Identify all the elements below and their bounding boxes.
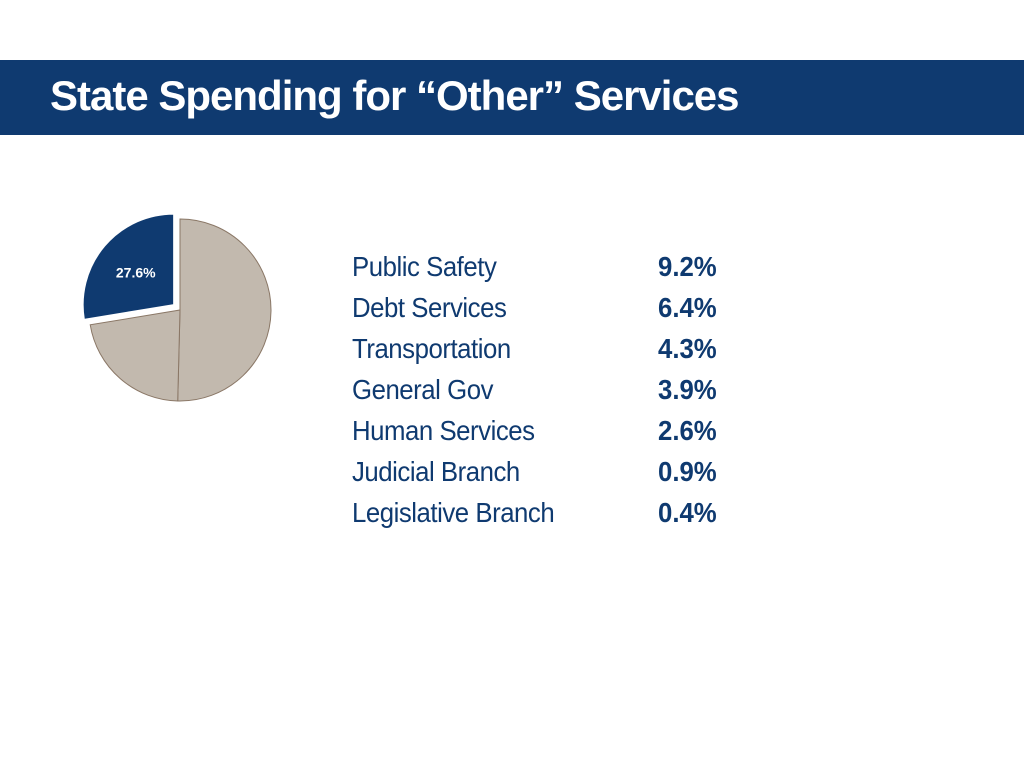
- legend-row: Human Services 2.6%: [352, 412, 752, 453]
- legend-name: Debt Services: [352, 292, 507, 323]
- pie-chart-svg: 27.6%: [82, 213, 272, 402]
- legend-value: 0.9%: [658, 456, 717, 487]
- pie-chart: 27.6%: [60, 195, 300, 435]
- legend-row: Debt Services 6.4%: [352, 289, 752, 330]
- pie-slice: [177, 218, 272, 402]
- legend-row: Transportation 4.3%: [352, 330, 752, 371]
- legend-name: Public Safety: [352, 251, 497, 282]
- legend-name: Human Services: [352, 415, 535, 446]
- legend-value: 3.9%: [658, 374, 717, 405]
- title-bar: State Spending for “Other” Services: [0, 60, 1024, 135]
- legend-name: Judicial Branch: [352, 456, 520, 487]
- legend-value: 2.6%: [658, 415, 717, 446]
- legend-row: Legislative Branch 0.4%: [352, 494, 752, 535]
- legend-name: Transportation: [352, 333, 511, 364]
- legend-value: 0.4%: [658, 497, 717, 528]
- legend-name: Legislative Branch: [352, 497, 555, 528]
- spending-legend: Public Safety 9.2% Debt Services 6.4% Tr…: [352, 248, 752, 535]
- slide-title: State Spending for “Other” Services: [50, 72, 740, 119]
- pie-slice-label: 27.6%: [116, 264, 156, 280]
- legend-row: General Gov 3.9%: [352, 371, 752, 412]
- pie-slice: [89, 309, 181, 402]
- legend-name: General Gov: [352, 374, 493, 405]
- legend-row: Public Safety 9.2%: [352, 248, 752, 289]
- legend-value: 9.2%: [658, 251, 717, 282]
- legend-value: 6.4%: [658, 292, 717, 323]
- legend-row: Judicial Branch 0.9%: [352, 453, 752, 494]
- legend-value: 4.3%: [658, 333, 717, 364]
- pie-slice: [82, 213, 175, 321]
